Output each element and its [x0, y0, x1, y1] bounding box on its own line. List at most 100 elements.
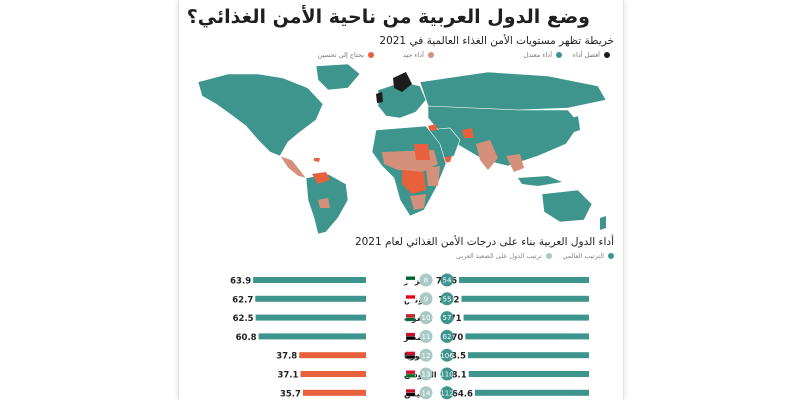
arab-rank-badge — [419, 292, 433, 306]
arab-rank-label: 13 — [422, 371, 431, 379]
data-label: 35.7 — [280, 389, 301, 399]
flag-icon — [405, 317, 416, 322]
data-label: 68.1 — [446, 371, 467, 381]
arab-rank-badge — [419, 367, 433, 381]
arab-rank-badge — [419, 329, 433, 343]
flag-icon — [406, 351, 415, 356]
global-rank-label: 112 — [440, 389, 453, 397]
legend-global-rank: الترتيب العالمي — [562, 252, 614, 260]
map-haiti — [314, 158, 320, 162]
data-label: 68.5 — [445, 352, 466, 362]
map-russia — [419, 71, 607, 111]
map-east-africa — [426, 166, 440, 186]
bar — [258, 333, 366, 340]
global-rank-badge — [440, 386, 454, 400]
data-label: 37.8 — [276, 352, 297, 362]
global-rank-badge — [440, 311, 454, 325]
bar — [459, 277, 589, 283]
bar — [300, 371, 366, 377]
data-label: 71 — [450, 314, 462, 324]
global-rank-badge — [440, 292, 454, 306]
bar — [299, 352, 366, 359]
map-nordics — [393, 72, 412, 92]
bar — [468, 352, 589, 359]
legend-dot — [428, 52, 434, 58]
flag-icon — [405, 373, 416, 378]
global-rank-label: 62 — [443, 333, 452, 341]
arab-rank-badge — [419, 311, 433, 325]
global-rank-badge — [440, 367, 454, 381]
map-southern-africa — [410, 194, 426, 210]
legend-dot — [608, 253, 614, 259]
flag-icon — [406, 295, 415, 299]
bar — [461, 295, 589, 302]
bar — [465, 333, 589, 340]
map-syria — [428, 124, 437, 131]
legend-label: أداء جيد — [402, 51, 424, 59]
flag-icon — [405, 392, 416, 397]
arab-rank-label: 12 — [422, 352, 431, 360]
data-label: 63.9 — [230, 277, 251, 287]
map-greenland — [315, 63, 361, 91]
flag-icon — [405, 355, 416, 359]
data-label: 62.7 — [232, 295, 253, 305]
map-sudan — [414, 144, 430, 160]
data-label: 60.8 — [236, 333, 257, 343]
flag-icon — [406, 276, 415, 280]
map-japan — [572, 116, 580, 132]
map-southeast-asia — [506, 154, 524, 172]
map-central-africa — [402, 170, 426, 194]
flag-icon — [406, 332, 415, 337]
map-legend-item-good: أداء جيد — [403, 49, 434, 61]
flag-icon — [405, 279, 416, 284]
arab-rank-badge — [419, 386, 433, 400]
legend-dot — [556, 52, 562, 58]
bar — [255, 295, 366, 302]
arab-rank-label: 14 — [422, 389, 431, 397]
global-rank-label: 54 — [443, 277, 452, 285]
bar — [468, 371, 589, 377]
bar — [474, 389, 589, 396]
arab-rank-label: 8 — [424, 277, 428, 285]
global-rank-label: 106 — [440, 352, 454, 360]
global-rank-label: 110 — [440, 371, 453, 379]
country-label: سوريا — [404, 352, 428, 361]
data-label: 62.5 — [233, 314, 254, 324]
bar — [253, 277, 366, 283]
map-legend-item-moderate: أداء معتدل — [524, 49, 562, 61]
map-new-zealand — [600, 216, 606, 230]
data-label: 37.1 — [277, 371, 298, 381]
legend-dot — [546, 253, 552, 259]
map-north-america — [197, 73, 324, 157]
map-south-asia — [476, 140, 498, 170]
flag-icon — [406, 314, 415, 318]
flag-icon — [406, 389, 415, 393]
country-label: المغرب — [404, 314, 433, 323]
map-subtitle: خريطة تظهر مستويات الأمن الغذاء العالمية… — [379, 35, 614, 47]
legend-label: الترتيب العالمي — [562, 252, 604, 260]
data-label: 64.6 — [452, 389, 473, 399]
score-bar-chart: 73.6قطر12472.2الكويت23071الإمارات33570عم… — [230, 273, 589, 400]
flag-icon — [405, 298, 416, 303]
bar — [255, 314, 366, 321]
map-afghanistan — [462, 128, 474, 138]
world-map — [197, 63, 607, 235]
global-rank-badge — [440, 329, 454, 343]
legend-label: أفضل أداء — [572, 51, 600, 59]
arab-rank-label: 9 — [424, 295, 428, 303]
chart-title: أداء الدول العربية بناء على درجات الأمن … — [354, 236, 614, 248]
map-uk — [376, 92, 383, 103]
arab-rank-badge — [419, 273, 433, 287]
map-legend-item-best: أفضل أداء — [573, 49, 610, 61]
page-title: وضع الدول العربية من ناحية الأمن الغذائي… — [186, 6, 590, 28]
arab-rank-label: 11 — [422, 333, 431, 341]
map-australia — [541, 189, 593, 223]
map-legend-item-needs-improvement: يحتاج إلى تحسين — [318, 49, 374, 61]
global-rank-label: 57 — [443, 314, 452, 322]
legend-label: يحتاج إلى تحسين — [317, 51, 364, 59]
map-central-america — [279, 155, 307, 179]
global-rank-badge — [440, 348, 454, 362]
country-label: تونس — [404, 295, 426, 305]
bar — [302, 389, 366, 396]
global-rank-badge — [440, 273, 454, 287]
